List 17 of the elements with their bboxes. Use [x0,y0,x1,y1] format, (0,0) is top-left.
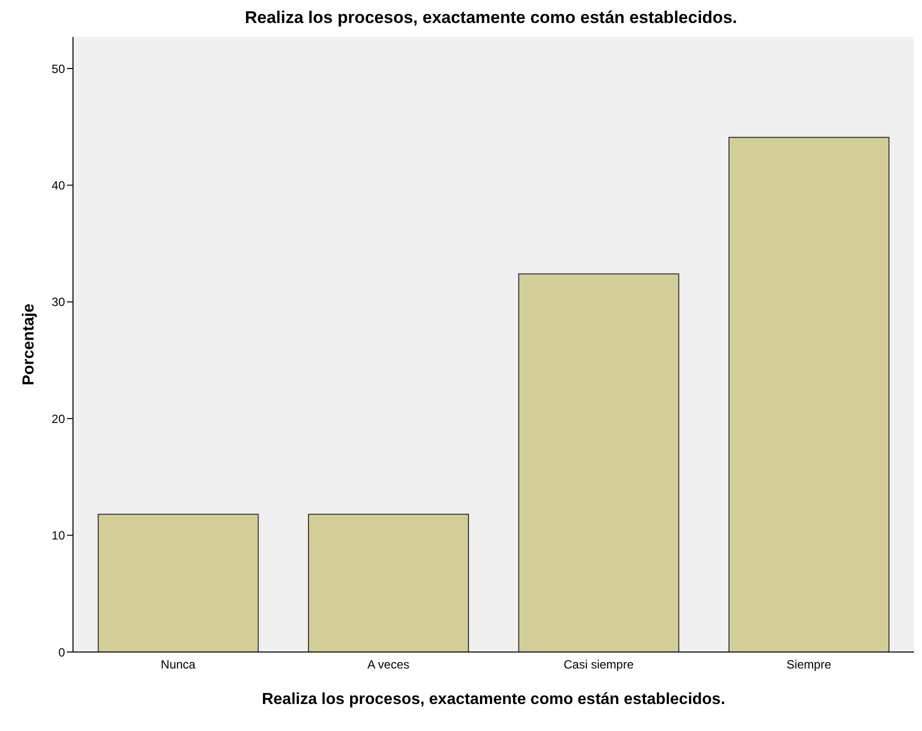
x-tick-label: Casi siempre [564,658,634,672]
x-tick-label: A veces [367,658,410,672]
y-tick-label: 10 [52,528,66,543]
y-tick-label: 20 [52,412,66,426]
chart-title: Realiza los procesos, exactamente como están establecidos. [244,8,738,29]
y-tick-label: 0 [58,645,66,660]
x-axis-title: Realiza los procesos, exactamente como están establecidos. [262,691,726,708]
x-tick-label: Siempre [786,658,832,672]
bar [518,273,680,652]
bar [308,514,469,652]
y-axis-title: Porcentaje [20,303,38,386]
x-tick-label: Nunca [160,658,196,672]
y-tick-label: 50 [52,62,66,76]
y-tick-label: 30 [52,295,66,310]
bar [728,136,890,652]
y-tick-label: 40 [52,178,66,192]
bar [98,514,259,652]
